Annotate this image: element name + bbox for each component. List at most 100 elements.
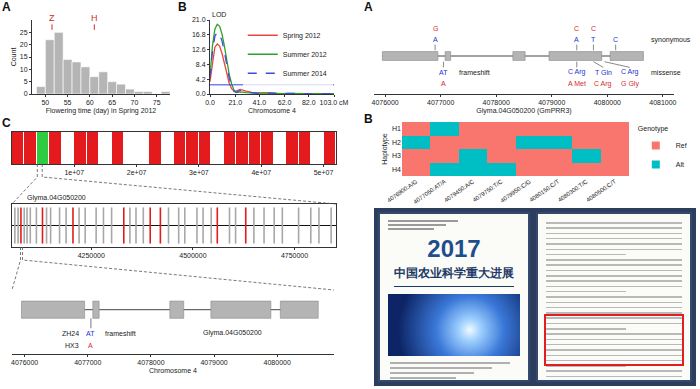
svg-text:A: A — [88, 342, 93, 349]
svg-text:missense: missense — [651, 69, 681, 76]
svg-text:4080000: 4080000 — [264, 359, 291, 366]
svg-text:4076900:A/G: 4076900:A/G — [386, 178, 419, 203]
svg-text:4079000: 4079000 — [200, 359, 227, 366]
svg-text:3e+07: 3e+07 — [189, 169, 209, 176]
svg-text:C: C — [591, 25, 596, 32]
svg-text:0.0: 0.0 — [205, 99, 215, 106]
html-text:C: C — [2, 116, 11, 130]
svg-text:50: 50 — [41, 99, 49, 106]
svg-text:4076000: 4076000 — [11, 359, 38, 366]
svg-text:HX3: HX3 — [65, 342, 79, 349]
svg-text:A: A — [433, 36, 438, 43]
html-text:A: A — [2, 0, 11, 14]
svg-text:H2: H2 — [392, 139, 401, 146]
svg-text:Glyma.04G050200: Glyma.04G050200 — [27, 194, 86, 202]
svg-text:4080150:C/T: 4080150:C/T — [528, 178, 560, 203]
svg-text:AT: AT — [439, 69, 448, 76]
svg-text:2e+07: 2e+07 — [127, 169, 147, 176]
svg-text:70: 70 — [130, 99, 138, 106]
svg-text:LOD: LOD — [212, 11, 226, 18]
svg-text:C Arg: C Arg — [621, 68, 639, 76]
svg-text:T Gln: T Gln — [595, 69, 612, 76]
svg-text:4080300:T/C: 4080300:T/C — [557, 178, 589, 203]
svg-text:G Gly: G Gly — [621, 80, 639, 88]
svg-text:4079750:T/C: 4079750:T/C — [472, 178, 504, 203]
svg-text:15: 15 — [20, 53, 28, 60]
svg-text:4079950:C/G: 4079950:C/G — [499, 178, 532, 204]
svg-text:4e+07: 4e+07 — [251, 169, 271, 176]
svg-text:103.0 cM: 103.0 cM — [320, 99, 349, 106]
svg-text:Alt: Alt — [676, 161, 684, 168]
svg-text:A: A — [441, 80, 446, 87]
svg-text:25: 25 — [20, 29, 28, 36]
svg-text:41.0: 41.0 — [253, 99, 267, 106]
svg-text:frameshift: frameshift — [105, 330, 136, 337]
svg-text:H: H — [91, 13, 98, 23]
svg-text:55: 55 — [64, 99, 72, 106]
svg-text:H3: H3 — [392, 152, 401, 159]
svg-text:4081000: 4081000 — [649, 99, 676, 106]
svg-text:5e+07: 5e+07 — [314, 169, 334, 176]
svg-text:4250000: 4250000 — [78, 252, 105, 259]
svg-text:21.0: 21.0 — [228, 99, 242, 106]
svg-text:4077050:AT/A: 4077050:AT/A — [412, 178, 447, 205]
svg-text:C: C — [613, 36, 618, 43]
svg-text:Summer 2012: Summer 2012 — [283, 51, 327, 58]
svg-text:4076000: 4076000 — [371, 99, 398, 106]
svg-text:4079000: 4079000 — [538, 99, 565, 106]
svg-text:Ref: Ref — [676, 142, 687, 149]
svg-text:Chromosome 4: Chromosome 4 — [149, 367, 197, 374]
svg-text:4077000: 4077000 — [427, 99, 454, 106]
svg-text:60: 60 — [86, 99, 94, 106]
svg-text:1e+07: 1e+07 — [64, 169, 84, 176]
svg-text:ZH24: ZH24 — [62, 330, 79, 337]
svg-text:4077000: 4077000 — [74, 359, 101, 366]
html-text:中国农业科学重大进展: 中国农业科学重大进展 — [394, 266, 514, 280]
svg-text:H1: H1 — [392, 125, 401, 132]
svg-text:Glyma.04G050200: Glyma.04G050200 — [203, 329, 262, 337]
svg-text:4.2: 4.2 — [196, 76, 206, 83]
svg-text:A Met: A Met — [568, 80, 586, 87]
svg-text:4078000: 4078000 — [137, 359, 164, 366]
svg-text:synonymous: synonymous — [651, 36, 691, 44]
svg-text:AT: AT — [86, 330, 95, 337]
html-text:2017: 2017 — [427, 235, 481, 262]
svg-text:65: 65 — [108, 99, 116, 106]
svg-text:Glyma.04G050200 (GmPRR3): Glyma.04G050200 (GmPRR3) — [476, 107, 571, 115]
svg-text:82.0: 82.0 — [302, 99, 316, 106]
svg-text:C Arg: C Arg — [568, 68, 586, 76]
svg-text:20: 20 — [20, 41, 28, 48]
svg-text:frameshift: frameshift — [459, 69, 490, 76]
svg-text:4080500:C/T: 4080500:C/T — [585, 178, 617, 203]
svg-text:12.6: 12.6 — [192, 46, 206, 53]
svg-text:21.0: 21.0 — [192, 16, 206, 23]
svg-text:75: 75 — [153, 99, 161, 106]
svg-text:Z: Z — [49, 13, 55, 23]
svg-text:4080000: 4080000 — [594, 99, 621, 106]
svg-text:4078000: 4078000 — [483, 99, 510, 106]
svg-text:A: A — [574, 36, 579, 43]
svg-text:Count: Count — [10, 48, 17, 67]
svg-text:Summer 2014: Summer 2014 — [283, 70, 327, 77]
svg-text:62.0: 62.0 — [278, 99, 292, 106]
svg-text:Flowering time (day) in Spring: Flowering time (day) in Spring 2012 — [46, 107, 157, 115]
svg-text:4079450:A/C: 4079450:A/C — [443, 178, 476, 203]
svg-text:0.0: 0.0 — [196, 90, 206, 97]
svg-text:5: 5 — [24, 78, 28, 85]
svg-text:4500000: 4500000 — [179, 252, 206, 259]
svg-text:16.8: 16.8 — [192, 31, 206, 38]
svg-text:8.4: 8.4 — [196, 61, 206, 68]
svg-text:G: G — [433, 25, 438, 32]
svg-text:0: 0 — [24, 90, 28, 97]
svg-text:Spring 2012: Spring 2012 — [283, 32, 321, 40]
svg-text:Haplotype: Haplotype — [381, 133, 389, 165]
svg-text:T: T — [591, 36, 596, 43]
svg-text:Genotype: Genotype — [638, 125, 668, 133]
svg-text:10: 10 — [20, 66, 28, 73]
svg-text:4750000: 4750000 — [281, 252, 308, 259]
svg-text:C: C — [574, 25, 579, 32]
svg-text:H4: H4 — [392, 166, 401, 173]
html-text:B: B — [178, 0, 187, 14]
svg-text:C Arg: C Arg — [594, 80, 612, 88]
svg-text:Chromosome 4: Chromosome 4 — [248, 107, 296, 114]
